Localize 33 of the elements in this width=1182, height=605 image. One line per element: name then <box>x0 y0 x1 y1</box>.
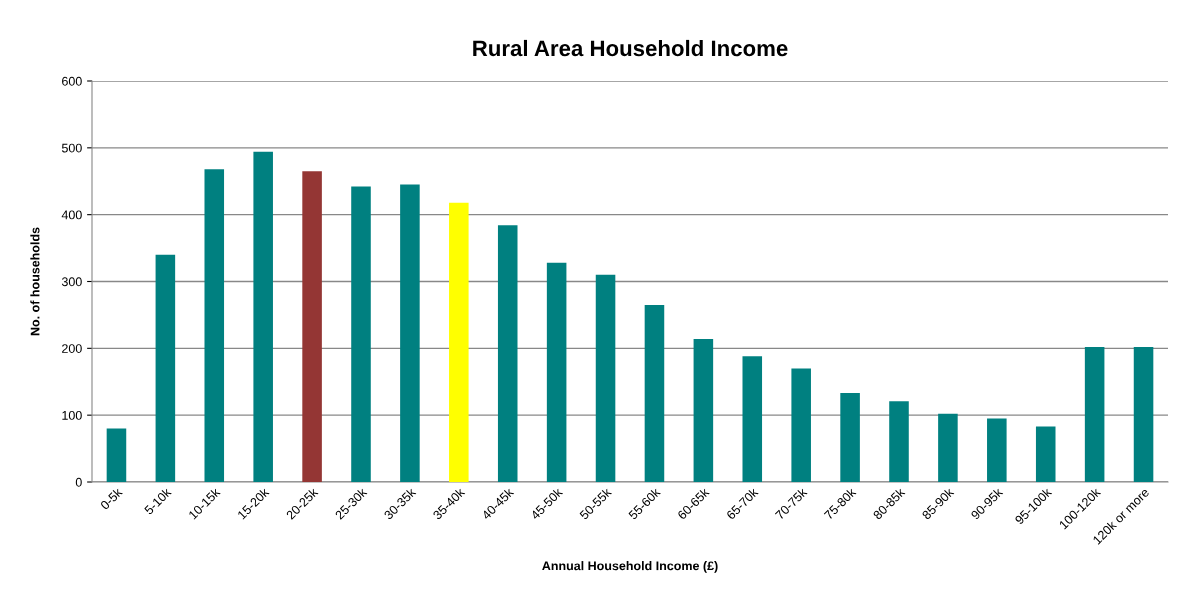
y-tick-label: 200 <box>62 344 82 353</box>
bar <box>106 428 127 482</box>
bar <box>791 368 811 482</box>
bar <box>1084 347 1105 482</box>
chart-title: Rural Area Household Income <box>473 39 788 57</box>
bar <box>595 274 616 482</box>
bar <box>497 225 518 482</box>
bar <box>302 171 322 482</box>
bar <box>546 262 567 482</box>
bar <box>351 186 371 482</box>
bar <box>253 151 273 482</box>
y-axis-title: No. of households <box>30 227 40 336</box>
bar <box>204 169 225 482</box>
bar <box>742 356 763 482</box>
bar <box>938 413 958 482</box>
y-tick-label: 400 <box>61 210 82 220</box>
bar <box>987 418 1007 482</box>
bar <box>693 338 714 482</box>
y-tick-label: 500 <box>61 143 82 153</box>
bar <box>889 401 909 482</box>
y-tick-label: 300 <box>61 277 82 287</box>
y-tick-label: 100 <box>62 410 82 420</box>
bar <box>840 393 860 482</box>
x-axis-title: Annual Household Income (£) <box>542 561 718 573</box>
bar <box>644 304 665 482</box>
bar <box>400 184 420 482</box>
y-tick-label: 600 <box>62 76 82 86</box>
y-tick-label: 0 <box>75 477 82 487</box>
bar <box>1035 426 1056 482</box>
bar <box>155 254 176 482</box>
bar <box>449 202 469 482</box>
bar <box>1133 347 1154 482</box>
x-tick-label: 0-5k <box>99 486 123 511</box>
